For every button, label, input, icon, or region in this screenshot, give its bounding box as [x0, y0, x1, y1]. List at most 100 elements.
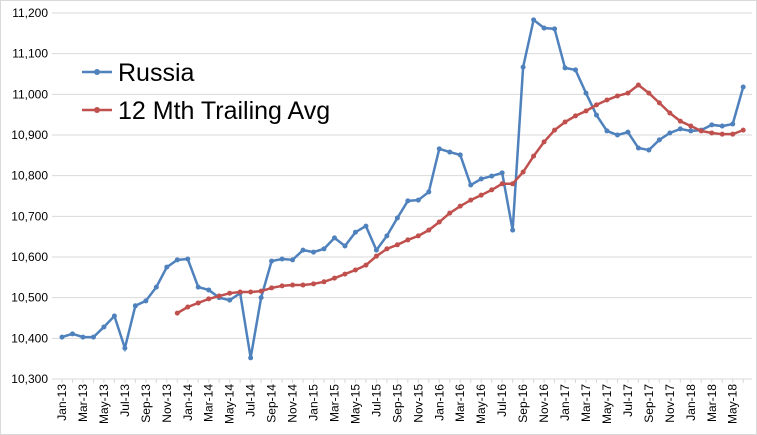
x-tick-label: Mar-14 — [202, 384, 216, 422]
data-point — [730, 121, 736, 127]
data-point — [520, 64, 526, 70]
data-point — [122, 345, 128, 351]
data-point — [352, 267, 358, 273]
y-tick-label: 11,000 — [12, 87, 48, 101]
x-tick-label: Sep-13 — [139, 384, 153, 423]
data-point — [489, 187, 495, 193]
data-point — [719, 123, 725, 129]
data-point — [279, 256, 285, 262]
x-tick-label: Sep-15 — [390, 384, 404, 423]
data-point — [583, 108, 589, 114]
legend-label: 12 Mth Trailing Avg — [118, 97, 330, 125]
data-point — [614, 132, 620, 138]
data-point — [269, 285, 275, 291]
data-point — [688, 123, 694, 129]
x-tick-label: Jan-13 — [55, 384, 69, 421]
data-point — [436, 146, 442, 152]
data-point — [677, 126, 683, 132]
data-point — [59, 334, 65, 340]
data-point — [290, 282, 296, 288]
data-point — [90, 334, 96, 340]
data-point — [342, 271, 348, 277]
data-point — [510, 227, 516, 233]
x-tick-label: May-13 — [97, 384, 111, 424]
data-point — [248, 289, 254, 295]
data-point — [698, 128, 704, 134]
data-point — [258, 295, 264, 301]
data-point — [342, 243, 348, 249]
x-tick-label: Jul-14 — [244, 384, 258, 417]
data-point — [552, 26, 558, 32]
data-point — [373, 247, 379, 253]
y-tick-label: 10,300 — [11, 372, 48, 386]
data-point — [457, 203, 463, 209]
data-point — [709, 130, 715, 136]
data-point — [174, 310, 180, 316]
x-tick-label: Jan-15 — [307, 384, 321, 421]
data-point — [206, 296, 212, 302]
x-tick-label: Sep-14 — [265, 384, 279, 423]
x-tick-label: May-15 — [348, 384, 362, 424]
data-point — [394, 242, 400, 248]
data-point — [311, 281, 317, 287]
data-point — [185, 256, 191, 262]
data-point — [311, 249, 317, 255]
data-point — [667, 110, 673, 116]
data-point — [185, 304, 191, 310]
data-point — [363, 262, 369, 268]
y-tick-label: 10,600 — [11, 250, 48, 264]
data-point — [195, 300, 201, 306]
data-point — [143, 298, 149, 304]
data-point — [604, 128, 610, 134]
data-point — [499, 170, 505, 176]
data-point — [719, 131, 725, 137]
data-point — [656, 137, 662, 143]
data-point — [740, 127, 746, 133]
x-tick-label: Nov-17 — [663, 384, 677, 423]
x-tick-label: Nov-14 — [286, 384, 300, 423]
data-point — [614, 93, 620, 99]
data-point — [394, 215, 400, 221]
data-point — [248, 355, 254, 361]
data-point — [573, 113, 579, 119]
x-tick-label: Mar-17 — [579, 384, 593, 422]
legend-label: Russia — [118, 59, 195, 87]
data-point — [510, 181, 516, 187]
data-point — [279, 283, 285, 289]
data-point — [457, 152, 463, 158]
data-point — [573, 67, 579, 73]
x-tick-label: May-17 — [600, 384, 614, 424]
x-tick-label: May-18 — [726, 384, 740, 424]
data-point — [552, 127, 558, 133]
data-point — [436, 219, 442, 225]
x-tick-label: Mar-13 — [76, 384, 90, 422]
x-tick-label: Mar-15 — [327, 384, 341, 422]
data-point — [321, 279, 327, 285]
data-point — [541, 139, 547, 145]
data-point — [709, 122, 715, 128]
data-point — [635, 145, 641, 151]
data-point — [730, 131, 736, 137]
data-point — [415, 233, 421, 239]
data-point — [227, 297, 233, 303]
data-point — [174, 257, 180, 263]
data-point — [101, 324, 107, 330]
data-point — [405, 237, 411, 243]
y-tick-label: 10,900 — [11, 128, 48, 142]
data-point — [195, 284, 201, 290]
data-point — [646, 90, 652, 96]
x-tick-label: Jan-14 — [181, 384, 195, 421]
data-point — [111, 313, 117, 319]
x-tick-label: Nov-15 — [411, 384, 425, 423]
x-tick-label: Mar-16 — [453, 384, 467, 422]
data-point — [426, 227, 432, 233]
data-point — [384, 233, 390, 239]
y-tick-label: 10,700 — [11, 209, 48, 223]
x-tick-label: Jul-17 — [621, 384, 635, 417]
data-point — [300, 282, 306, 288]
x-tick-label: Nov-16 — [537, 384, 551, 423]
data-point — [478, 192, 484, 198]
data-point — [258, 288, 264, 294]
